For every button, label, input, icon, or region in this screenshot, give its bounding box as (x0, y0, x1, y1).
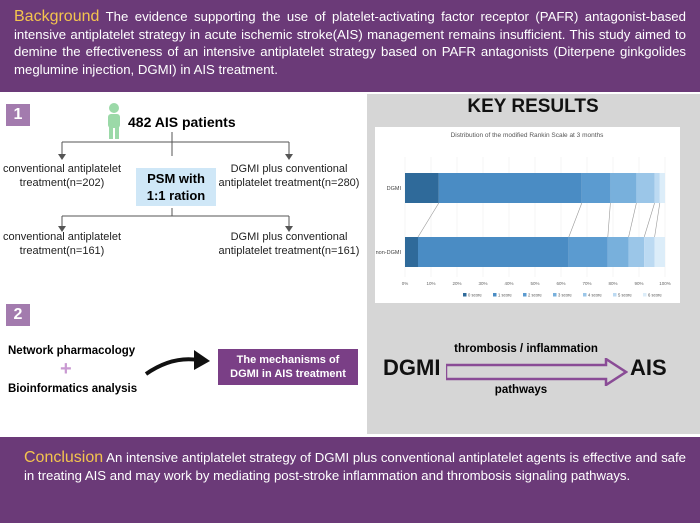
background-label: Background (14, 8, 100, 25)
legend-swatch (643, 293, 647, 297)
x-tick-label: 40% (504, 281, 513, 286)
connector-line (654, 202, 661, 238)
x-tick-label: 100% (659, 281, 671, 286)
mrs-chart-box: Distribution of the modified Rankin Scal… (375, 127, 680, 303)
psm-box: PSM with 1:1 ration (136, 168, 216, 206)
legend-label: 6 score (648, 293, 662, 298)
x-tick-label: 80% (608, 281, 617, 286)
legend-label: 0 score (468, 293, 482, 298)
dgmi-group-after: DGMI plus conventional antiplatelet trea… (218, 231, 360, 257)
bar-segment (659, 173, 665, 203)
x-tick-label: 20% (452, 281, 461, 286)
x-tick-label: 0% (402, 281, 409, 286)
conventional-group-before: conventional antiplatelet treatment(n=20… (2, 163, 122, 189)
bar-segment (607, 237, 629, 267)
bar-segment (438, 173, 582, 203)
bar-segment (654, 237, 665, 267)
legend-swatch (583, 293, 587, 297)
legend-swatch (463, 293, 467, 297)
conclusion-banner: Conclusion An intensive antiplatelet str… (0, 437, 700, 523)
x-tick-label: 30% (478, 281, 487, 286)
step-1-badge: 1 (6, 104, 30, 126)
network-pharmacology-label: Network pharmacology (8, 345, 136, 357)
legend-label: 5 score (618, 293, 632, 298)
bar-segment (644, 237, 655, 267)
bar-segment (405, 173, 439, 203)
conclusion-text: An intensive antiplatelet strategy of DG… (24, 450, 686, 483)
bar-segment (610, 173, 637, 203)
bar-segment (581, 173, 611, 203)
x-tick-label: 50% (530, 281, 539, 286)
connector-line (643, 202, 655, 238)
bioinformatics-label: Bioinformatics analysis (8, 383, 138, 395)
legend-swatch (523, 293, 527, 297)
plus-sign: + (60, 358, 72, 380)
pathway-top-label: thrombosis / inflammation (454, 343, 598, 355)
legend-label: 2 score (528, 293, 542, 298)
legend-swatch (613, 293, 617, 297)
connector-line (607, 202, 611, 238)
dgmi-group-before: DGMI plus conventional antiplatelet trea… (218, 163, 360, 189)
legend-label: 4 score (588, 293, 602, 298)
conclusion-label: Conclusion (24, 449, 104, 466)
category-label: DGMI (387, 186, 402, 192)
connector-line (417, 202, 440, 238)
person-icon (108, 103, 120, 139)
bar-segment (418, 237, 569, 267)
connector-line (568, 202, 583, 238)
conventional-group-after: conventional antiplatelet treatment(n=16… (2, 231, 122, 257)
bar-segment (405, 237, 418, 267)
mrs-stacked-bar-chart: 0% 10% 20% 30% 40% 50% 60% 70% 80% 90% 100% DGMI non… (376, 157, 671, 298)
x-tick-label: 70% (582, 281, 591, 286)
background-banner: Background The evidence supporting the u… (0, 0, 700, 92)
x-tick-label: 60% (556, 281, 565, 286)
legend-label: 1 score (498, 293, 512, 298)
bar-segment (654, 173, 660, 203)
step-2-badge: 2 (6, 304, 30, 326)
step1-flow-lines (58, 103, 293, 232)
background-text: The evidence supporting the use of plate… (14, 9, 686, 77)
bar-segment (636, 173, 655, 203)
pathway-source-dgmi: DGMI (383, 355, 441, 380)
legend-swatch (493, 293, 497, 297)
legend-label: 3 score (558, 293, 572, 298)
x-tick-label: 10% (426, 281, 435, 286)
patients-count: 482 AIS patients (128, 114, 236, 130)
bar-segment (568, 237, 608, 267)
legend-swatch (553, 293, 557, 297)
pathway-target-ais: AIS (630, 355, 667, 380)
curved-arrow-icon (144, 350, 210, 376)
key-results-title: KEY RESULTS (467, 96, 599, 117)
connector-line (628, 202, 637, 238)
bar-segment (628, 237, 645, 267)
pathway-bottom-label: pathways (494, 384, 548, 396)
category-label: non-DGMI (376, 250, 402, 256)
pathway-arrow-icon (446, 358, 628, 386)
x-tick-label: 90% (634, 281, 643, 286)
chart-title: Distribution of the modified Rankin Scal… (450, 132, 604, 139)
mechanisms-box: The mechanisms of DGMI in AIS treatment (218, 349, 358, 385)
